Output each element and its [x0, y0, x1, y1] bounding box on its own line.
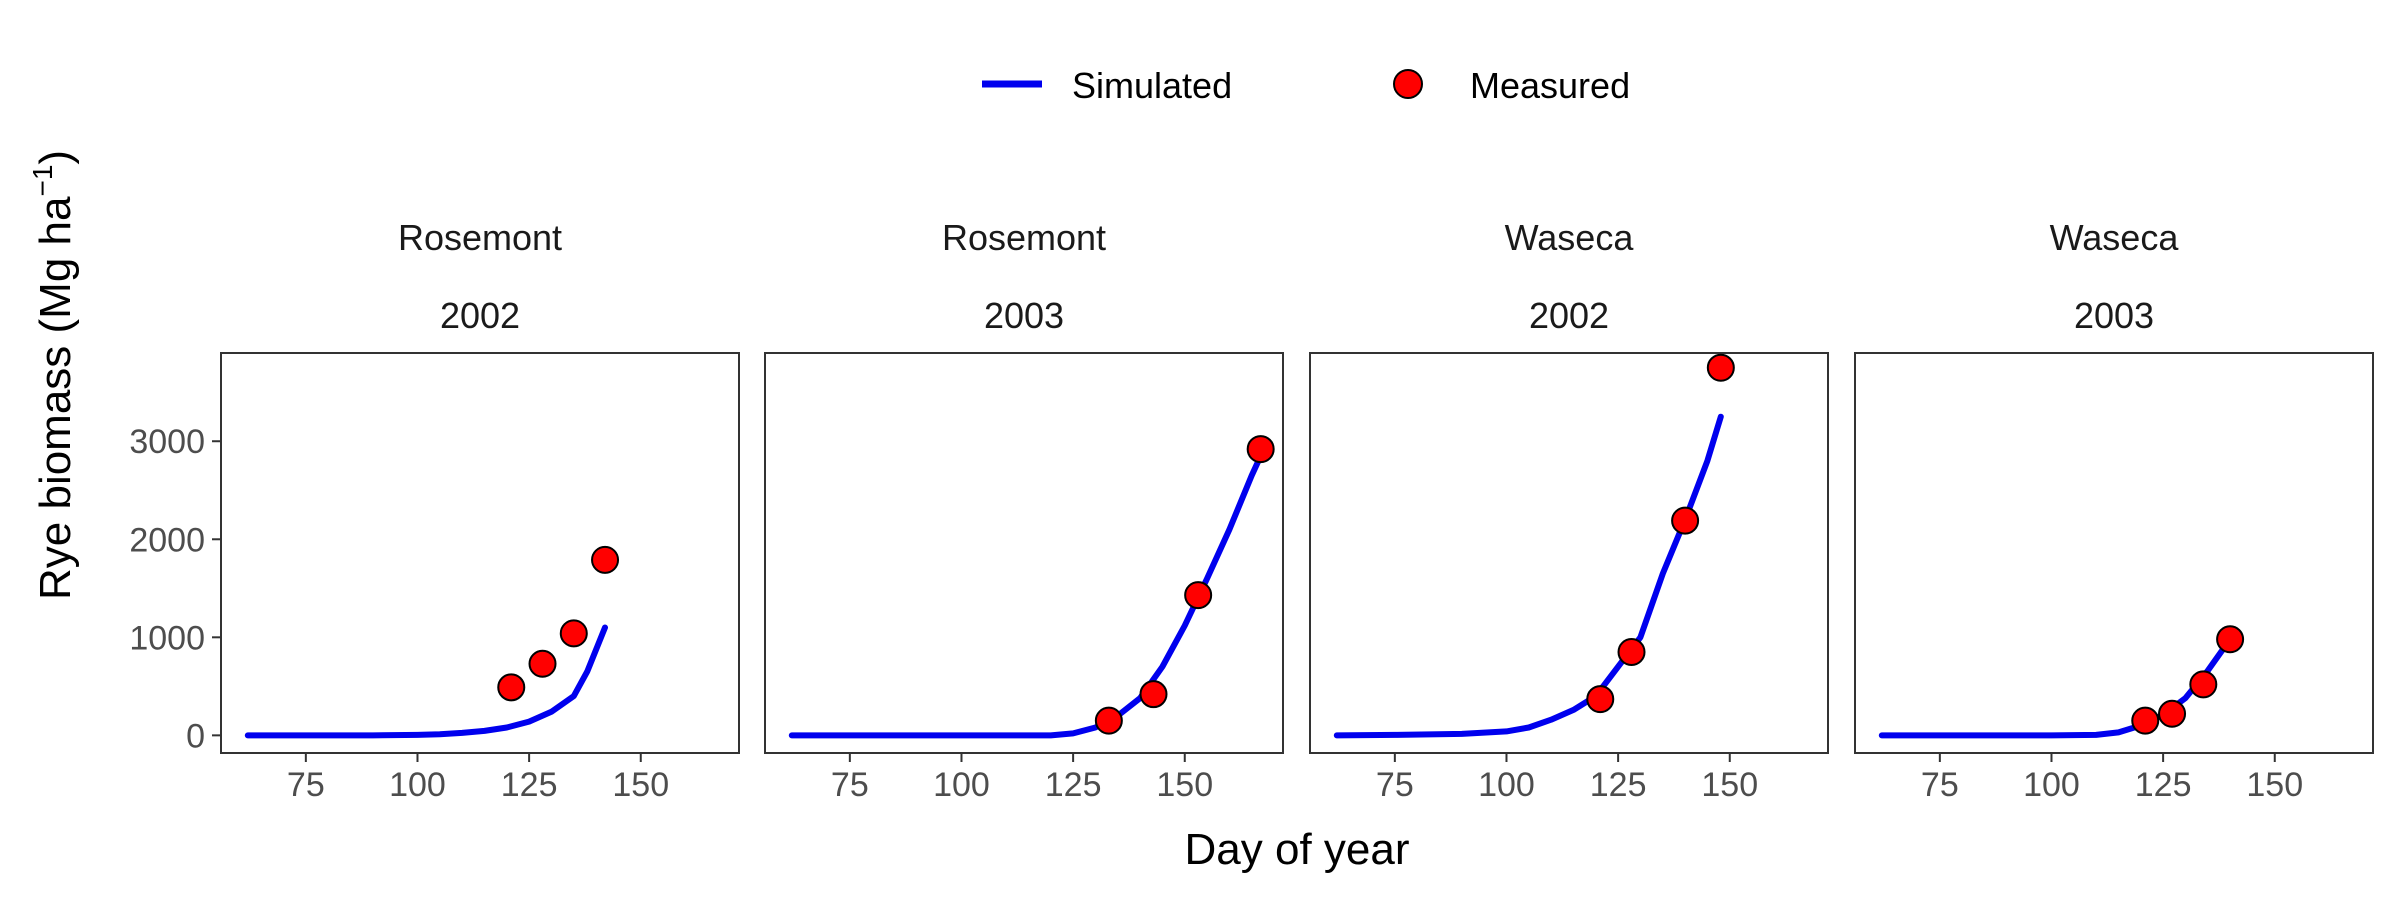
measured-point	[2158, 699, 2187, 728]
panel-site-label: Waseca	[2050, 217, 2180, 258]
x-tick-label: 150	[2246, 766, 2303, 804]
x-tick-label: 150	[612, 766, 669, 804]
panel-4: Waseca 2003 75 100 125 150	[1854, 217, 2374, 804]
panel-frame	[220, 352, 740, 754]
panel-1: Rosemont 2002 0 1000 2000 3000 75 100 125 150	[129, 217, 740, 804]
x-tick-label: 125	[1590, 766, 1647, 804]
x-tick-label: 125	[2135, 766, 2192, 804]
measured-point	[559, 619, 588, 648]
panel-year-label: 2003	[2074, 295, 2154, 336]
panel-site-label: Waseca	[1505, 217, 1635, 258]
measured-point	[1184, 581, 1213, 610]
legend: Simulated Measured	[982, 65, 1630, 106]
panel-2: Rosemont 2003 75 100 125 150	[764, 217, 1284, 804]
panel-frame	[764, 352, 1284, 754]
panel-frame	[1309, 352, 1829, 754]
x-tick-label: 100	[2023, 766, 2080, 804]
y-axis-label: Rye biomass (Mg ha−1)	[27, 150, 80, 600]
x-tick-label: 75	[287, 766, 325, 804]
x-axis-label: Day of year	[1185, 825, 1410, 874]
measured-point	[1246, 435, 1275, 464]
measured-point	[497, 673, 526, 702]
measured-point	[528, 649, 557, 678]
measured-point	[1094, 706, 1123, 735]
measured-point	[2131, 706, 2160, 735]
measured-point	[1586, 685, 1615, 714]
panel-year-label: 2002	[1529, 295, 1609, 336]
measured-point	[2189, 670, 2218, 699]
legend-measured-point-swatch	[1393, 69, 1423, 99]
x-tick-label: 100	[389, 766, 446, 804]
panel-3: Waseca 2002 75 100 125 150	[1309, 217, 1829, 804]
y-axis-label-close: )	[31, 150, 80, 165]
measured-point	[2216, 625, 2245, 654]
panel-year-label: 2002	[440, 295, 520, 336]
legend-simulated-label: Simulated	[1072, 65, 1232, 106]
x-tick-label: 75	[831, 766, 869, 804]
y-tick-label: 3000	[129, 423, 205, 461]
x-tick-label: 75	[1921, 766, 1959, 804]
y-tick-label: 2000	[129, 521, 205, 559]
y-axis-label-main: Rye biomass (Mg ha	[31, 196, 80, 600]
legend-measured-label: Measured	[1470, 65, 1630, 106]
x-tick-label: 100	[1478, 766, 1535, 804]
measured-point	[591, 545, 620, 574]
measured-point	[1671, 506, 1700, 535]
measured-point	[1139, 680, 1168, 709]
panel-frame	[1854, 352, 2374, 754]
panel-site-label: Rosemont	[398, 217, 562, 258]
panel-site-label: Rosemont	[942, 217, 1106, 258]
x-tick-label: 150	[1701, 766, 1758, 804]
panel-year-label: 2003	[984, 295, 1064, 336]
y-axis-label-superscript: −1	[27, 165, 58, 197]
simulated-series-line	[244, 624, 608, 739]
y-tick-label: 1000	[129, 619, 205, 657]
x-tick-label: 75	[1376, 766, 1414, 804]
x-tick-label: 125	[1045, 766, 1102, 804]
measured-point	[1706, 353, 1735, 382]
x-tick-label: 125	[501, 766, 558, 804]
x-tick-label: 100	[933, 766, 990, 804]
measured-point	[1617, 638, 1646, 667]
x-tick-label: 150	[1156, 766, 1213, 804]
y-tick-label: 0	[186, 717, 205, 755]
